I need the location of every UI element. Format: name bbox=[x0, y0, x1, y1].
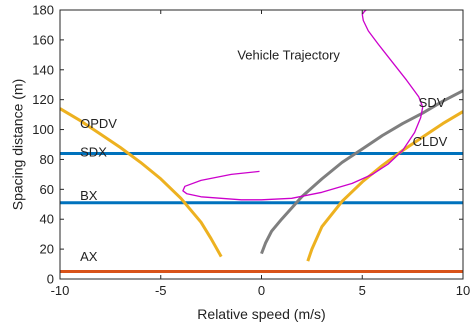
x-tick-label: 10 bbox=[456, 283, 470, 298]
annotation-cldv: CLDV bbox=[413, 134, 448, 149]
series-line-sdv bbox=[260, 89, 463, 255]
annotation-sdx: SDX bbox=[80, 144, 107, 159]
y-tick-label: 120 bbox=[32, 92, 54, 107]
y-tick-label: 60 bbox=[40, 182, 54, 197]
annotation-sdv: SDV bbox=[419, 95, 446, 110]
y-tick-label: 20 bbox=[40, 242, 54, 257]
y-tick-label: 40 bbox=[40, 212, 54, 227]
y-tick-label: 100 bbox=[32, 122, 54, 137]
x-tick-label: 5 bbox=[359, 283, 366, 298]
annotation-trajectory: Vehicle Trajectory bbox=[237, 47, 340, 62]
y-tick-label: 140 bbox=[32, 62, 54, 77]
series-line-opdv bbox=[60, 107, 223, 258]
series-line-vehicle-trajectory bbox=[182, 10, 424, 201]
y-tick-label: 180 bbox=[32, 3, 54, 18]
x-tick-label: -10 bbox=[51, 283, 70, 298]
y-tick-label: 160 bbox=[32, 32, 54, 47]
y-tick-label: 0 bbox=[47, 272, 54, 287]
y-axis-label: Spacing distance (m) bbox=[10, 79, 26, 211]
annotation-bx: BX bbox=[80, 188, 98, 203]
annotation-opdv: OPDV bbox=[80, 116, 117, 131]
annotations: Vehicle Trajectory SDV OPDV SDX CLDV BX AX bbox=[80, 47, 447, 264]
x-axis-label: Relative speed (m/s) bbox=[197, 306, 325, 322]
y-tick-label: 80 bbox=[40, 152, 54, 167]
annotation-ax: AX bbox=[80, 249, 98, 264]
x-tick-label: -5 bbox=[155, 283, 167, 298]
plot-lines bbox=[60, 10, 463, 273]
x-tick-label: 0 bbox=[258, 283, 265, 298]
